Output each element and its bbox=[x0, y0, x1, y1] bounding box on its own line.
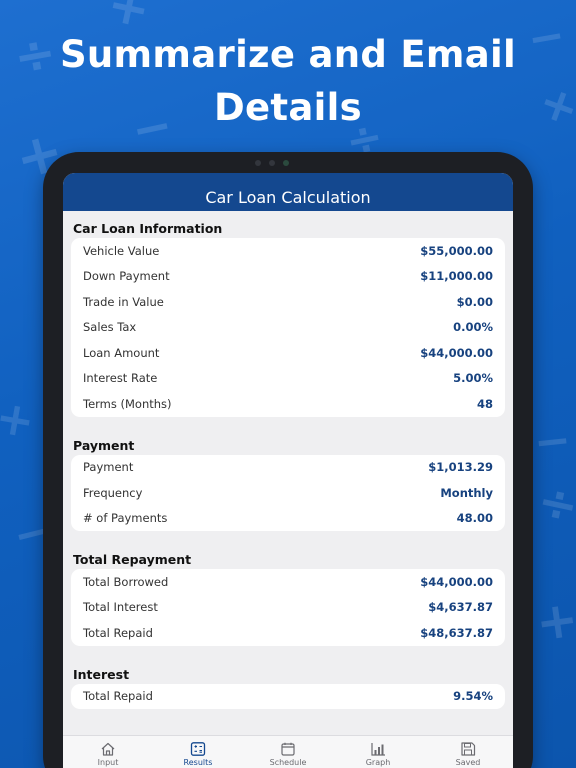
row-label: Total Interest bbox=[83, 600, 158, 615]
row-value: $44,000.00 bbox=[420, 345, 493, 360]
row-label: Frequency bbox=[83, 485, 143, 500]
headline-line-2: Details bbox=[214, 86, 362, 129]
plus-icon: + bbox=[0, 389, 39, 449]
section-payment: Payment Payment $1,013.29 Frequency Monthl… bbox=[71, 437, 505, 532]
row-label: Total Repaid bbox=[83, 625, 153, 640]
row-frequency: Frequency Monthly bbox=[83, 480, 493, 506]
plus-icon: + bbox=[532, 589, 576, 653]
tab-results[interactable]: Results bbox=[153, 736, 243, 768]
row-interest-rate: Interest Rate 5.00% bbox=[83, 366, 493, 392]
repayment-card: Total Borrowed $44,000.00 Total Interest $… bbox=[71, 569, 505, 646]
row-value: 48 bbox=[476, 396, 493, 411]
row-vehicle-value: Vehicle Value $55,000.00 bbox=[83, 238, 493, 264]
payment-card: Payment $1,013.29 Frequency Monthly # of P… bbox=[71, 454, 505, 532]
camera-dot bbox=[255, 160, 261, 166]
row-label: Sales Tax bbox=[83, 320, 137, 335]
tab-label: Results bbox=[183, 758, 213, 767]
row-number-of-payments: # of Payments 48.00 bbox=[83, 506, 493, 532]
interest-card: Total Repaid 9.54% bbox=[71, 683, 505, 710]
tab-graph[interactable]: Graph bbox=[333, 736, 423, 768]
info-card: Vehicle Value $55,000.00 Down Payment $11,… bbox=[71, 238, 505, 417]
home-icon bbox=[101, 742, 115, 756]
row-value: $44,000.00 bbox=[420, 574, 493, 589]
section-title: Payment bbox=[73, 437, 135, 453]
row-total-interest: Total Interest $4,637.87 bbox=[83, 595, 493, 621]
row-value: $55,000.00 bbox=[420, 243, 493, 258]
save-icon bbox=[461, 742, 476, 756]
row-loan-amount: Loan Amount $44,000.00 bbox=[83, 340, 493, 366]
section-interest: Interest Total Repaid 9.54% bbox=[71, 666, 505, 710]
camera-lens bbox=[283, 160, 289, 166]
row-value: $4,637.87 bbox=[428, 600, 493, 615]
tab-schedule[interactable]: Schedule bbox=[243, 736, 333, 768]
row-value: $0.00 bbox=[456, 294, 493, 309]
tab-bar: Input Results Schedule Graph Saved bbox=[63, 735, 513, 768]
row-value: 48.00 bbox=[456, 511, 493, 526]
row-value: Monthly bbox=[440, 485, 493, 500]
tab-label: Saved bbox=[455, 758, 481, 767]
tab-label: Schedule bbox=[269, 758, 307, 767]
row-label: Payment bbox=[83, 460, 134, 475]
section-car-loan-information: Car Loan Information Vehicle Value $55,00… bbox=[71, 220, 505, 417]
section-title: Interest bbox=[73, 666, 130, 682]
section-title: Total Repayment bbox=[73, 552, 192, 567]
tab-input[interactable]: Input bbox=[63, 736, 153, 768]
promo-headline: Summarize and Email Details bbox=[0, 28, 576, 134]
camera-dot bbox=[269, 160, 275, 166]
row-down-payment: Down Payment $11,000.00 bbox=[83, 264, 493, 290]
row-label: Total Repaid bbox=[83, 689, 153, 704]
results-content[interactable]: Car Loan Information Vehicle Value $55,00… bbox=[63, 220, 513, 709]
row-label: Down Payment bbox=[83, 269, 170, 284]
row-value: 0.00% bbox=[453, 320, 493, 335]
section-title: Car Loan Information bbox=[73, 221, 223, 236]
row-label: Loan Amount bbox=[83, 345, 160, 360]
row-value: $1,013.29 bbox=[428, 460, 493, 475]
tab-saved[interactable]: Saved bbox=[423, 736, 513, 768]
row-value: $11,000.00 bbox=[420, 269, 493, 284]
calculator-icon bbox=[190, 742, 206, 756]
row-value: 5.00% bbox=[453, 371, 493, 386]
headline-line-1: Summarize and Email bbox=[59, 33, 517, 76]
row-label: Total Borrowed bbox=[83, 574, 169, 589]
minus-icon: − bbox=[531, 414, 574, 469]
row-trade-in-value: Trade in Value $0.00 bbox=[83, 289, 493, 315]
bar-chart-icon bbox=[371, 743, 385, 756]
calendar-icon bbox=[281, 742, 295, 756]
row-sales-tax: Sales Tax 0.00% bbox=[83, 315, 493, 341]
row-total-repaid: Total Repaid $48,637.87 bbox=[83, 620, 493, 646]
row-label: Interest Rate bbox=[83, 371, 158, 386]
app-screen: Car Loan Calculation Car Loan Informatio… bbox=[63, 173, 513, 768]
row-label: Terms (Months) bbox=[83, 396, 172, 411]
navigation-bar: Car Loan Calculation bbox=[63, 173, 513, 211]
row-label: Vehicle Value bbox=[83, 243, 160, 258]
row-label: Trade in Value bbox=[83, 294, 164, 309]
row-terms-months: Terms (Months) 48 bbox=[83, 391, 493, 417]
tab-label: Input bbox=[97, 758, 119, 767]
row-interest-total-repaid: Total Repaid 9.54% bbox=[83, 684, 493, 710]
section-total-repayment: Total Repayment Total Borrowed $44,000.00… bbox=[71, 551, 505, 646]
row-payment: Payment $1,013.29 bbox=[83, 455, 493, 481]
row-value: 9.54% bbox=[453, 689, 493, 704]
row-total-borrowed: Total Borrowed $44,000.00 bbox=[83, 569, 493, 595]
row-value: $48,637.87 bbox=[420, 625, 493, 640]
divide-icon: ÷ bbox=[532, 472, 576, 536]
page-title: Car Loan Calculation bbox=[205, 187, 371, 207]
tab-label: Graph bbox=[365, 758, 391, 767]
row-label: # of Payments bbox=[83, 511, 168, 526]
